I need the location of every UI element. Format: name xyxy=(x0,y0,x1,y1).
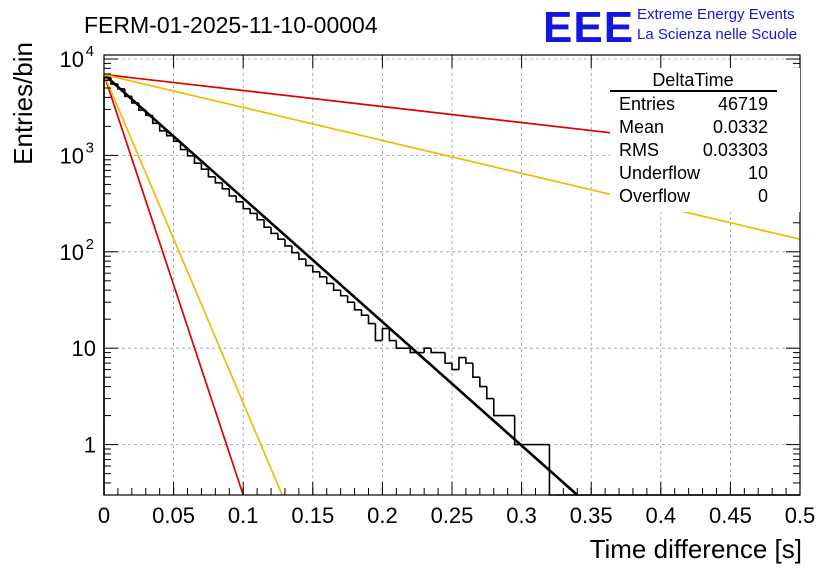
histogram-bin xyxy=(472,363,480,379)
x-tick-label: 0.45 xyxy=(709,503,752,528)
histogram-bin xyxy=(179,141,188,151)
histogram-bin xyxy=(444,352,452,364)
histogram-bin xyxy=(325,276,334,285)
x-tick-label: 0 xyxy=(98,503,110,528)
y-tick-label: 10 xyxy=(60,143,84,168)
histogram-bin xyxy=(256,213,265,221)
histogram-bin xyxy=(451,363,459,371)
histogram-bin xyxy=(151,115,160,125)
stats-value-overflow: 0 xyxy=(758,186,768,206)
fit-line-red-fast xyxy=(103,74,245,496)
histogram-bin xyxy=(513,415,522,446)
stats-label-overflow: Overflow xyxy=(619,186,691,206)
x-tick-label: 0.4 xyxy=(646,503,677,528)
stats-box: DeltaTime Entries 46719 Mean 0.0332 RMS … xyxy=(610,68,800,212)
histogram-bin xyxy=(131,96,139,104)
x-tick-label: 0.15 xyxy=(291,503,334,528)
histogram-bin xyxy=(312,265,320,273)
histogram-bin xyxy=(138,102,146,111)
histogram-bin xyxy=(284,239,292,247)
histogram-bin xyxy=(423,347,432,353)
histogram-bin xyxy=(200,163,209,170)
histogram-bin xyxy=(395,340,404,349)
stats-label-rms: RMS xyxy=(619,140,659,160)
histogram-bin xyxy=(172,135,181,143)
histogram-bin xyxy=(479,377,487,388)
y-tick-exponent: 2 xyxy=(86,236,94,253)
x-tick-label: 0.2 xyxy=(367,503,398,528)
histogram-bin xyxy=(465,357,473,364)
histogram-bin xyxy=(249,208,258,215)
stats-label-mean: Mean xyxy=(619,117,664,137)
fit-line-fit xyxy=(103,73,579,496)
x-tick-label: 0.25 xyxy=(431,503,474,528)
histogram-bin xyxy=(228,188,237,197)
histogram-bin xyxy=(124,88,132,98)
histogram-bin xyxy=(353,302,362,311)
logo-line-1: Extreme Energy Events xyxy=(637,6,795,23)
y-tick-label: 10 xyxy=(60,47,84,72)
histogram-bin xyxy=(144,110,153,117)
y-axis-label: Entries/bin xyxy=(8,42,38,165)
histogram-bin xyxy=(291,245,299,254)
y-tick-exponent: 3 xyxy=(86,139,94,156)
histogram-bin xyxy=(242,201,251,210)
stats-value-rms: 0.03303 xyxy=(703,140,768,160)
histogram-bin xyxy=(318,271,327,278)
stats-value-underflow: 10 xyxy=(748,163,768,183)
stats-title: DeltaTime xyxy=(652,70,733,90)
y-tick-exponent: 4 xyxy=(86,43,94,60)
stats-label-underflow: Underflow xyxy=(619,163,701,183)
logo-line-2: La Scienza nelle Scuole xyxy=(637,26,797,43)
histogram-bin xyxy=(207,169,216,178)
x-tick-label: 0.1 xyxy=(228,503,259,528)
x-tick-label: 0.35 xyxy=(570,503,613,528)
histogram-bin xyxy=(346,295,355,303)
histogram-bin xyxy=(193,155,202,164)
histogram-bin xyxy=(235,195,244,203)
histogram-bin xyxy=(263,219,272,228)
histogram-bin xyxy=(360,309,369,316)
histogram-bin xyxy=(270,227,278,235)
histogram-bin xyxy=(277,233,285,241)
histogram-bin xyxy=(374,323,383,342)
y-tick-label: 1 xyxy=(84,433,96,458)
histogram-bin xyxy=(367,315,376,325)
histogram-bin xyxy=(221,182,230,190)
histogram-bin xyxy=(305,259,313,267)
x-tick-label: 0.3 xyxy=(506,503,537,528)
x-tick-label: 0.5 xyxy=(785,503,816,528)
y-tick-label: 10 xyxy=(60,240,84,265)
stats-value-mean: 0.0332 xyxy=(713,117,768,137)
x-axis-label: Time difference [s] xyxy=(590,534,802,564)
histogram-bin xyxy=(458,356,466,370)
histogram-bin xyxy=(110,77,118,85)
histogram-bin xyxy=(381,327,390,341)
stats-label-entries: Entries xyxy=(619,94,675,114)
histogram-bin xyxy=(117,84,125,90)
stats-value-entries: 46719 xyxy=(718,94,768,114)
histogram-bin xyxy=(486,386,494,400)
histogram-bin xyxy=(339,290,348,297)
eee-logo: EEE xyxy=(543,3,634,52)
histogram-bin xyxy=(158,123,167,132)
histogram-bin xyxy=(186,149,195,157)
chart-title: FERM-01-2025-11-10-00004 xyxy=(84,12,378,38)
histogram-bin xyxy=(165,130,174,137)
histogram-bin xyxy=(492,398,501,417)
histogram-bin xyxy=(214,176,223,184)
fit-line-orange-fast xyxy=(103,74,283,496)
x-tick-label: 0.05 xyxy=(152,503,195,528)
histogram-bin xyxy=(409,348,418,354)
histogram-bin xyxy=(298,252,306,260)
histogram-bin xyxy=(388,328,397,342)
y-tick-label: 10 xyxy=(72,336,96,361)
x-axis: 0 0.05 0.1 0.15 0.2 0.25 0.3 0.35 0.4 0.45 0.5 xyxy=(98,55,815,528)
histogram-bin xyxy=(430,348,439,354)
histogram-bin xyxy=(332,283,341,291)
